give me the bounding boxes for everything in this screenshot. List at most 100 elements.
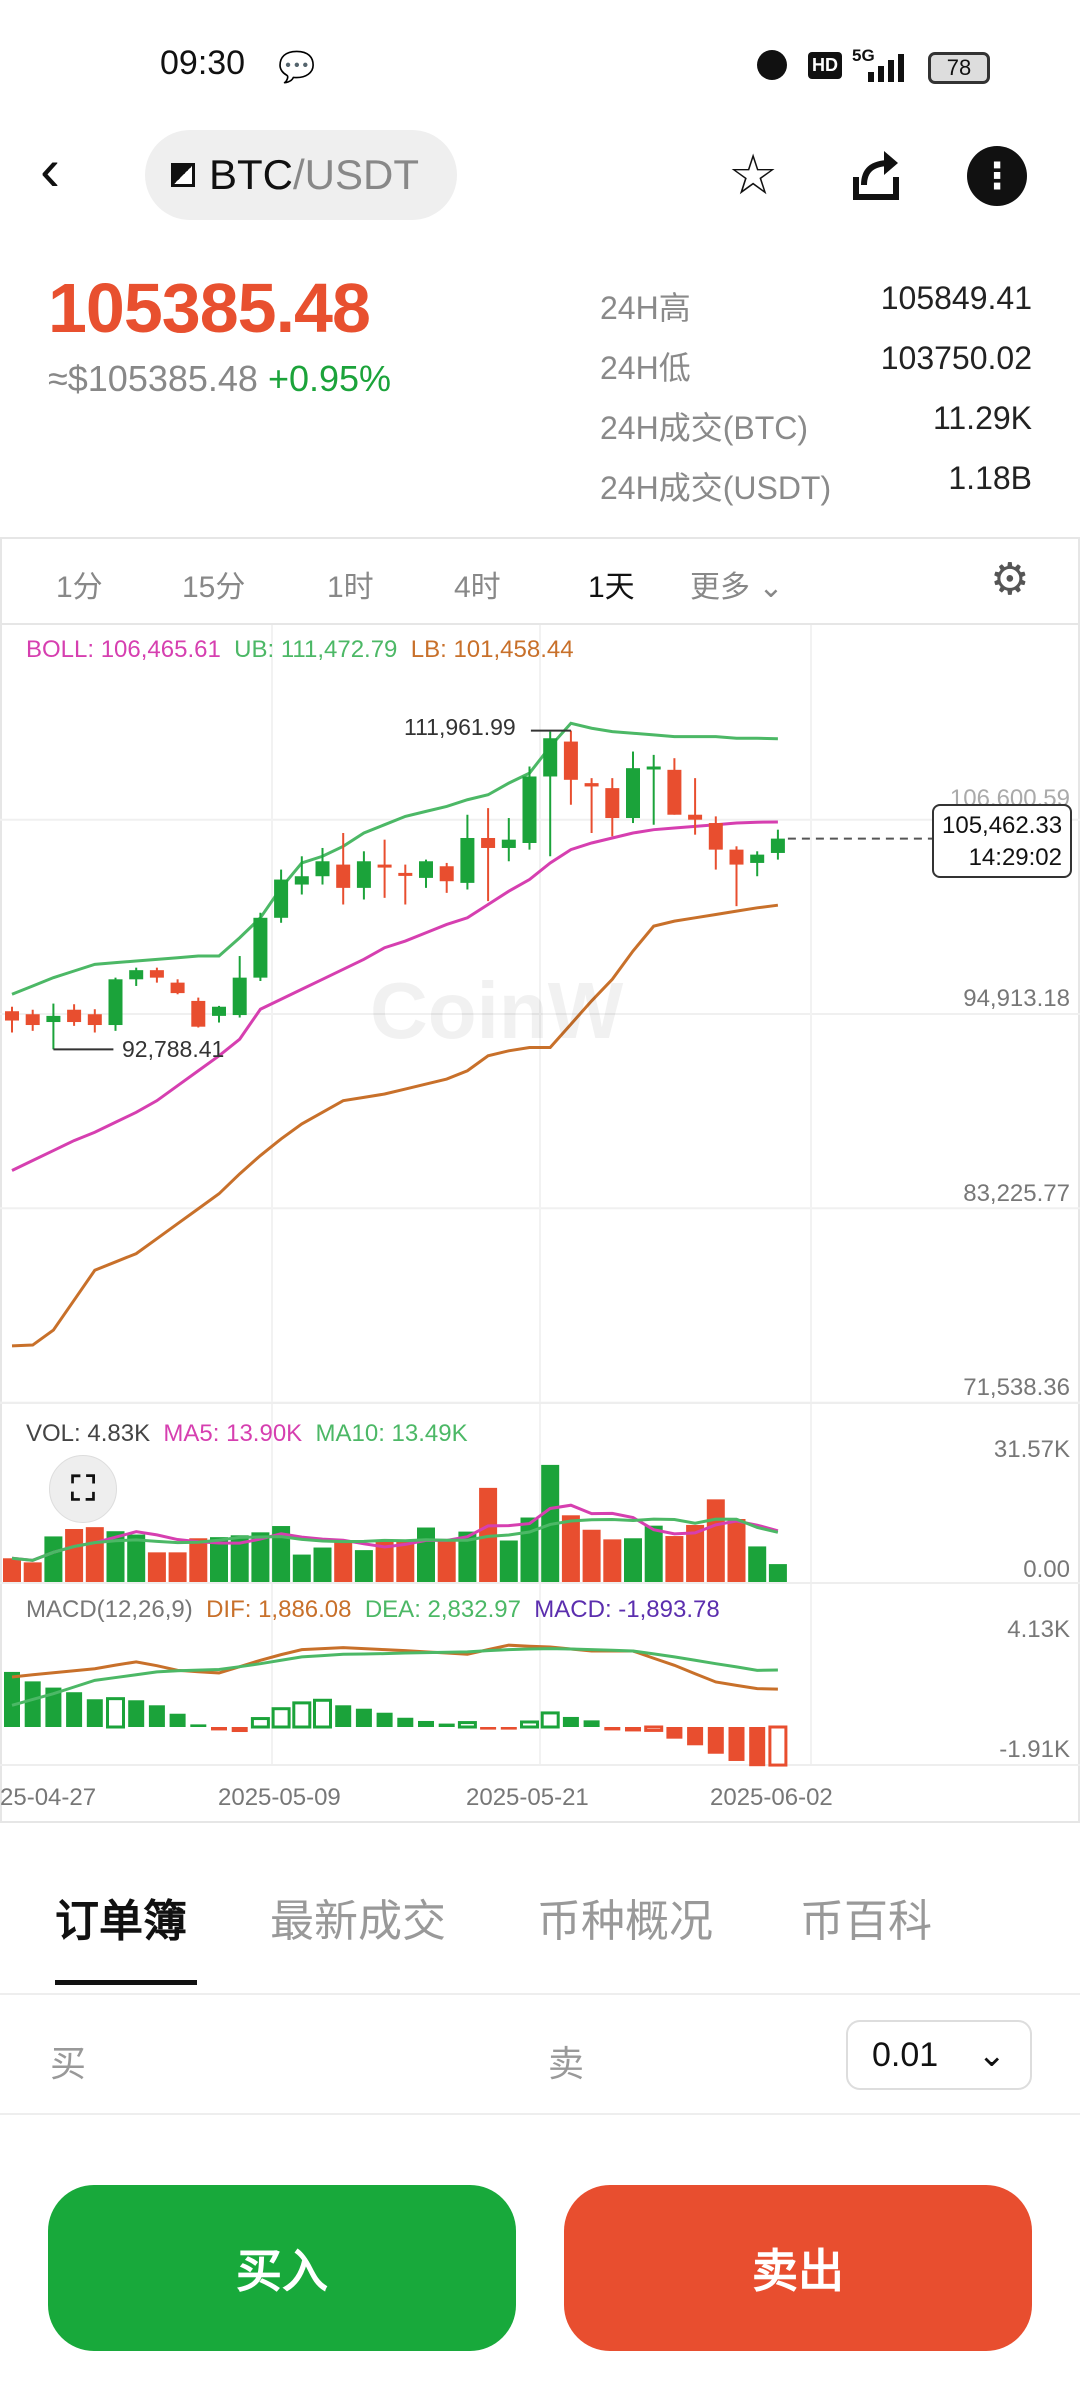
- pair-quote: /USDT: [293, 151, 419, 198]
- candle-body: [770, 838, 785, 853]
- stat-label: 24H成交(BTC): [600, 410, 809, 446]
- macd-name: MACD(12,26,9): [26, 1596, 193, 1623]
- candle-body: [708, 823, 723, 850]
- volume-bar: [686, 1524, 705, 1582]
- tab-1m[interactable]: 1分: [56, 571, 103, 604]
- volume-bar: [437, 1540, 456, 1582]
- pair-base: BTC: [209, 151, 293, 198]
- macd-histogram-bar: [687, 1727, 704, 1746]
- tab-1d[interactable]: 1天: [588, 571, 635, 604]
- macd-tick: 4.13K: [1007, 1616, 1070, 1643]
- boll-lower-line: [11, 903, 779, 1348]
- volume-bar: [65, 1529, 84, 1582]
- candle-body: [543, 738, 558, 777]
- pair-selector[interactable]: BTC/USDT: [145, 130, 457, 220]
- precision-dropdown[interactable]: 0.01 ⌄: [846, 2020, 1032, 2090]
- macd-histogram-bar: [66, 1692, 83, 1727]
- macd-histogram-bar: [106, 1697, 125, 1729]
- alarm-icon: [757, 50, 787, 80]
- favorite-star-icon[interactable]: ☆: [728, 143, 779, 206]
- macd-tick: -1.91K: [999, 1736, 1070, 1763]
- tab-1h[interactable]: 1时: [327, 571, 374, 604]
- buy-button[interactable]: 买入: [48, 2185, 516, 2351]
- volume-legend: VOL: 4.83K MA5: 13.90K MA10: 13.49K: [26, 1420, 468, 1448]
- tab-more[interactable]: 更多 ⌄: [690, 562, 783, 606]
- volume-bar: [3, 1558, 21, 1582]
- tab-4h[interactable]: 4时: [454, 571, 501, 604]
- macd-histogram-bar: [45, 1687, 62, 1727]
- usd-price-row: ≈$105385.48 +0.95%: [48, 358, 391, 400]
- volume-bar: [561, 1515, 580, 1582]
- macd-histogram-bar: [24, 1681, 41, 1727]
- boll-legend: BOLL: 106,465.61 UB: 111,472.79 LB: 101,…: [26, 636, 574, 664]
- macd-histogram-bar: [707, 1727, 724, 1754]
- network-label: 5G: [852, 46, 875, 65]
- macd-histogram-bar: [335, 1705, 352, 1727]
- volume-bar: [334, 1540, 353, 1582]
- macd-histogram-bar: [148, 1705, 165, 1727]
- volume-bar: [272, 1526, 291, 1582]
- chart-settings-gear-icon[interactable]: ⚙: [990, 555, 1030, 604]
- candle-body: [439, 866, 454, 882]
- back-button[interactable]: ‹: [40, 136, 60, 203]
- macd-dea-line: [11, 1647, 778, 1707]
- volume-bar: [748, 1546, 767, 1582]
- volume-bar: [251, 1532, 270, 1582]
- macd-histogram-bar: [376, 1712, 393, 1727]
- candle-body: [274, 879, 289, 918]
- fullscreen-icon[interactable]: ⛶: [49, 1455, 117, 1523]
- macd-histogram-bar: [438, 1723, 455, 1727]
- candle-body: [253, 917, 268, 978]
- macd-histogram-bar: [520, 1720, 539, 1729]
- macd-histogram-bar: [271, 1707, 291, 1729]
- tab-coin-wiki[interactable]: 币百科: [800, 1897, 932, 1946]
- volume-bar: [168, 1552, 187, 1582]
- sell-button[interactable]: 卖出: [564, 2185, 1032, 2351]
- ma5-value: MA5: 13.90K: [163, 1420, 303, 1447]
- pair-logo-icon: [171, 163, 195, 187]
- volume-bar: [230, 1535, 249, 1582]
- active-tab-indicator: [55, 1980, 197, 1985]
- volume-bar: [417, 1527, 435, 1582]
- macd-histogram-bar: [169, 1713, 186, 1727]
- more-options-icon[interactable]: ⋮: [967, 146, 1027, 206]
- candle-body: [232, 977, 247, 1016]
- volume-bar: [665, 1536, 684, 1582]
- share-icon[interactable]: [850, 145, 902, 205]
- macd-histogram-bar: [562, 1716, 579, 1727]
- tab-coin-overview[interactable]: 币种概况: [537, 1897, 713, 1946]
- volume-bar: [624, 1538, 642, 1582]
- last-price: 105385.48: [48, 269, 371, 347]
- candle-body: [729, 849, 744, 865]
- buy-column-label: 买: [50, 2043, 87, 2084]
- macd-histogram-bar: [128, 1700, 145, 1727]
- macd-dif-line: [11, 1643, 778, 1691]
- macd-histogram-bar: [480, 1727, 497, 1730]
- candle-body: [584, 783, 599, 787]
- candle-body: [481, 837, 496, 848]
- macd-histogram-bar: [604, 1727, 621, 1731]
- macd-histogram-bar: [666, 1727, 683, 1739]
- stat-value: 103750.02: [880, 340, 1032, 376]
- volume-ma10-line: [11, 1517, 779, 1562]
- date-tick: 2025-05-09: [218, 1784, 341, 1811]
- more-label: 更多: [690, 571, 750, 604]
- tab-orderbook[interactable]: 订单簿: [55, 1897, 187, 1946]
- volume-bar: [106, 1531, 125, 1582]
- tab-latest-trades[interactable]: 最新成交: [270, 1897, 446, 1946]
- current-price-tag: 105,462.33 14:29:02: [932, 804, 1072, 878]
- stat-label: 24H低: [600, 350, 691, 386]
- macd-histogram-bar: [4, 1671, 20, 1727]
- sell-column-label: 卖: [548, 2043, 585, 2084]
- tab-15m[interactable]: 15分: [182, 571, 246, 604]
- volume-bar: [147, 1552, 166, 1582]
- volume-bar: [210, 1537, 228, 1582]
- boll-mid-line: [11, 820, 778, 1172]
- candle-body: [356, 861, 371, 888]
- price-tick: 83,225.77: [963, 1180, 1070, 1207]
- max-price-label: 111,961.99: [404, 714, 516, 740]
- date-tick: 25-04-27: [0, 1784, 97, 1811]
- macd-histogram-bar: [86, 1699, 103, 1727]
- candle-body: [750, 854, 765, 863]
